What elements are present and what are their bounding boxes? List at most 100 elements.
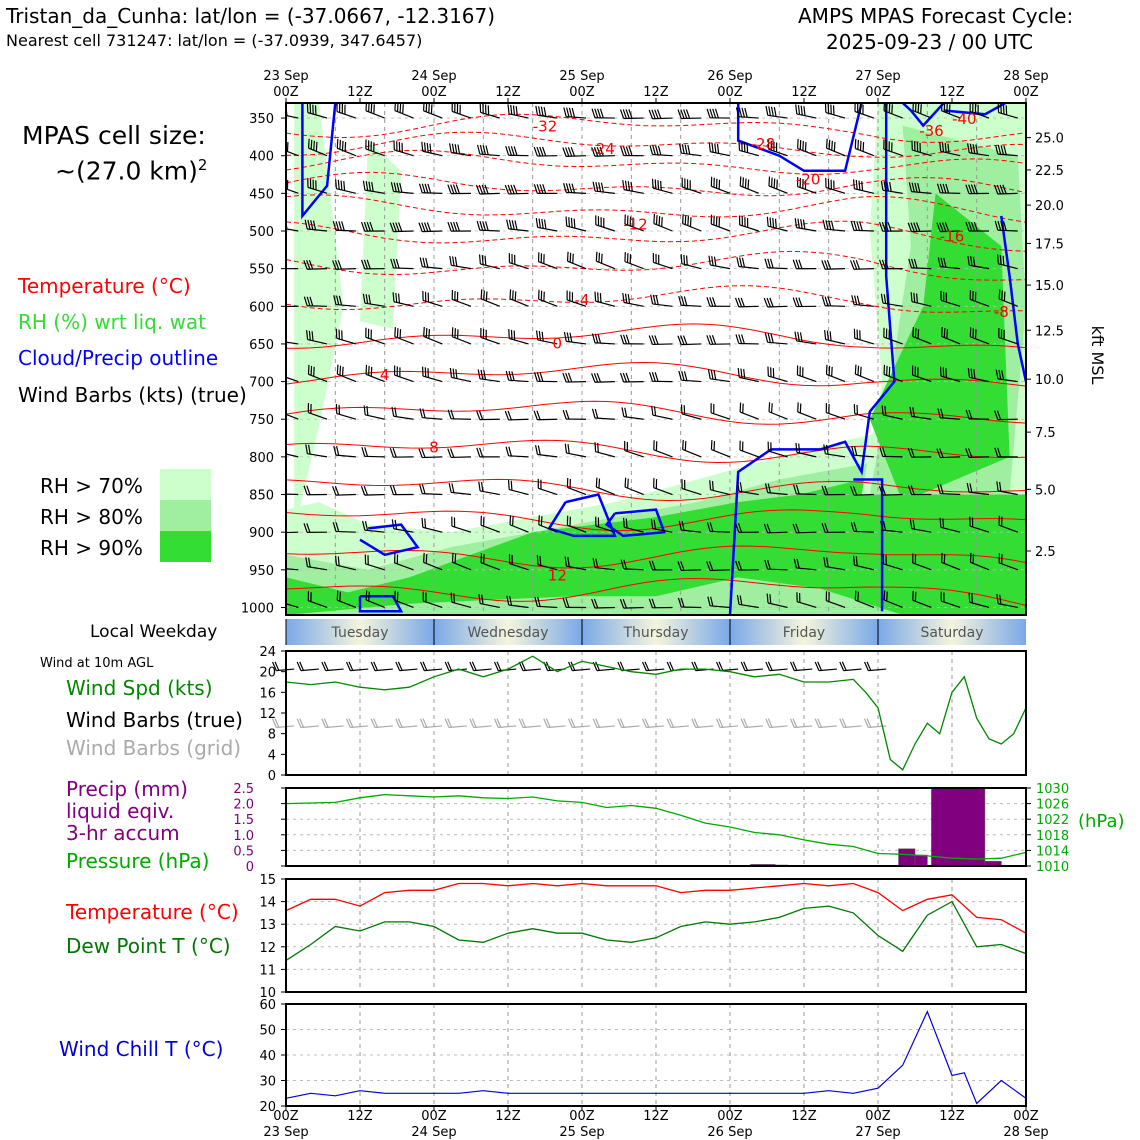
wind-barb [286, 413, 299, 420]
wind-barb [911, 365, 932, 383]
barb-feather [507, 480, 510, 490]
barb-feather [394, 407, 398, 417]
barb-feather [597, 108, 602, 119]
barb-shaft [969, 152, 990, 157]
barb-shaft [653, 449, 673, 458]
barb-shaft [969, 376, 990, 383]
barb-feather [422, 257, 426, 268]
wind-barb [796, 592, 817, 609]
wind-barb [332, 260, 356, 270]
temperature-contour [286, 478, 1026, 502]
wind-barb [286, 268, 299, 270]
barb-feather [652, 294, 656, 305]
barb-feather [861, 181, 864, 191]
barb-feather [565, 372, 570, 383]
wind-barb [286, 531, 299, 534]
wind-barb [969, 327, 990, 345]
barb-feather [303, 523, 308, 533]
barb-feather [595, 251, 598, 262]
wind-barb [421, 366, 443, 383]
barb-shaft [594, 417, 615, 420]
top-tick-hour: 12Z [791, 85, 817, 100]
wind-barb [735, 107, 759, 119]
barb-feather [423, 142, 427, 152]
barb-feather [709, 480, 712, 490]
surface-barb-grid [740, 718, 763, 729]
rh-level-80-label: RH > 80% [40, 505, 143, 529]
wind-barb [936, 183, 961, 194]
barb-feather [734, 297, 740, 308]
barb-feather [802, 219, 806, 230]
barb-feather [884, 221, 889, 232]
barb-feather [538, 106, 541, 116]
wind-barb [735, 523, 759, 533]
wind-barb [507, 480, 529, 496]
wind-barb [621, 407, 644, 420]
barb-feather [682, 335, 688, 345]
barb-shaft [825, 338, 846, 345]
barb-shaft [882, 189, 903, 194]
barb-feather [419, 661, 425, 671]
barb-shaft [594, 342, 615, 345]
wind-barb [737, 367, 759, 383]
barb-feather [393, 182, 397, 192]
wind-barb [998, 328, 1018, 345]
wind-barb [332, 485, 356, 496]
barb-feather [476, 410, 481, 420]
barb-feather [595, 718, 601, 728]
barb-shaft [794, 725, 813, 729]
pressure-label: Pressure (hPa) [66, 849, 210, 873]
barb-feather [942, 183, 947, 194]
barb-feather [306, 260, 311, 270]
barb-feather [824, 485, 829, 495]
surface-barb-grid [321, 718, 344, 729]
barb-feather [940, 257, 944, 268]
barb-feather [795, 484, 800, 495]
barb-feather [994, 410, 999, 420]
barb-feather [506, 595, 510, 606]
barb-shaft [621, 725, 640, 729]
wind-barb [653, 214, 673, 232]
barb-shaft [681, 152, 702, 157]
barb-feather [542, 184, 547, 194]
barb-feather [481, 184, 486, 195]
barb-shaft [695, 725, 714, 729]
contour-label: -36 [919, 122, 944, 140]
barb-feather [539, 372, 544, 382]
barb-shaft [941, 335, 961, 345]
barb-feather [740, 718, 746, 728]
barb-feather [389, 485, 395, 495]
wind-barb [476, 220, 500, 232]
barb-feather [373, 661, 379, 671]
barb-feather [879, 447, 884, 457]
barb-feather [747, 179, 750, 190]
barb-shaft [868, 668, 887, 672]
wind-barb [506, 595, 529, 609]
barb-feather [714, 143, 717, 153]
wind-barb [795, 442, 817, 458]
barb-feather [943, 553, 946, 564]
barb-feather [882, 521, 887, 531]
barb-feather [592, 181, 596, 192]
barb-feather [396, 182, 400, 193]
wind-barb [533, 372, 558, 383]
barb-shaft [796, 567, 817, 571]
wind-barb [393, 140, 414, 157]
barb-feather [278, 298, 281, 307]
barb-shaft [286, 341, 299, 345]
barb-feather [449, 448, 455, 458]
wind-barb [566, 251, 587, 270]
barb-shaft [769, 725, 788, 729]
barb-feather [399, 103, 402, 113]
barb-feather [973, 184, 978, 194]
wind-barb [969, 103, 990, 119]
barb-shaft [594, 155, 615, 157]
barb-feather [966, 143, 970, 153]
wind-barb [389, 485, 414, 496]
barb-feather [469, 718, 475, 728]
barb-shaft [393, 528, 414, 533]
wind-barb [853, 404, 875, 420]
pressure-tick-label: 1018 [1036, 829, 1069, 844]
wind-barb [286, 568, 299, 571]
barb-feather [390, 258, 395, 269]
